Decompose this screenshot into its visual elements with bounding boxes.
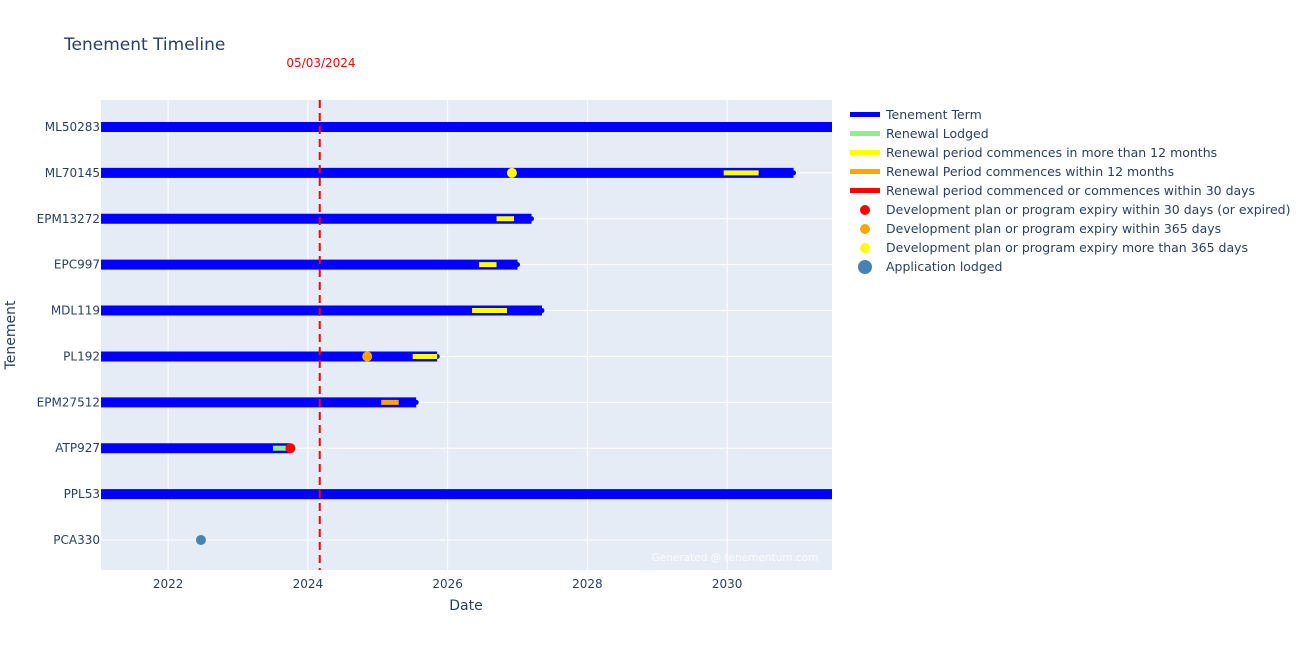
legend-swatch [850,169,880,174]
x-tick-label: 2022 [153,577,184,591]
legend-item[interactable]: Application lodged [850,257,1291,276]
legend-label: Development plan or program expiry withi… [886,221,1222,236]
legend-label: Renewal period commenced or commences wi… [886,183,1256,198]
x-tick-label: 2030 [712,577,743,591]
legend-symbol [850,124,880,143]
legend-symbol [850,257,880,276]
legend-swatch [850,188,880,193]
reference-date-label: 05/03/2024 [286,56,355,70]
legend-item[interactable]: Development plan or program expiry withi… [850,219,1291,238]
legend-swatch [858,259,872,274]
y-axis-label: Tenement [3,300,19,370]
legend-swatch [860,242,870,253]
y-tick-label: PCA330 [53,533,100,547]
dev-plan-point-atp927 [285,443,296,454]
legend-label: Renewal Period commences within 12 month… [886,164,1175,179]
chart-legend: Tenement Term Renewal Lodged Renewal perio… [850,105,1291,276]
y-tick-label: EPC997 [54,258,100,272]
legend-label: Application lodged [886,259,1003,274]
legend-label: Development plan or program expiry more … [886,240,1249,255]
legend-swatch [860,204,870,215]
y-tick-label: ATP927 [55,441,100,455]
legend-symbol [850,200,880,219]
term-end-mdl119 [539,308,545,314]
legend-item[interactable]: Development plan or program expiry more … [850,238,1291,257]
x-tick-label: 2024 [293,577,324,591]
chart-title: Tenement Timeline [63,35,225,55]
legend-symbol [850,181,880,200]
legend-symbol [850,219,880,238]
legend-item[interactable]: Renewal Lodged [850,124,1291,143]
legend-symbol [850,105,880,124]
x-axis-label: Date [449,598,482,614]
legend-symbol [850,162,880,181]
dev-plan-point-ml70145 [506,167,517,178]
legend-label: Development plan or program expiry withi… [886,202,1291,217]
legend-item[interactable]: Renewal period commences in more than 12… [850,143,1291,162]
dev-plan-point-pl192 [362,351,373,362]
y-tick-label: MDL119 [51,304,100,318]
legend-label: Renewal period commences in more than 12… [886,145,1218,160]
legend-symbol [850,238,880,257]
legend-symbol [850,143,880,162]
legend-swatch [860,223,870,234]
term-end-epc997 [515,262,521,268]
y-tick-label: ML50283 [45,120,100,134]
legend-item[interactable]: Development plan or program expiry withi… [850,200,1291,219]
legend-item[interactable]: Renewal period commenced or commences wi… [850,181,1291,200]
y-tick-labels: ML50283 ML70145 EPM13272 EPC997 MDL119 PL192 E… [37,120,100,547]
term-end-epm13272 [528,216,534,222]
legend-swatch [850,112,880,117]
y-tick-label: EPM13272 [37,212,100,226]
watermark: Generated @ tenementum.com [652,552,819,564]
x-tick-labels: 2022 2024 2026 2028 2030 [153,577,743,591]
legend-item[interactable]: Renewal Period commences within 12 month… [850,162,1291,181]
x-tick-label: 2028 [572,577,603,591]
legend-item[interactable]: Tenement Term [850,105,1291,124]
y-tick-label: EPM27512 [37,395,100,409]
y-tick-label: ML70145 [45,166,100,180]
term-end-ml70145 [791,170,797,176]
term-end-epm27512 [413,399,419,405]
y-tick-label: PPL53 [64,487,100,501]
legend-swatch [850,150,880,155]
legend-label: Renewal Lodged [886,126,989,141]
legend-label: Tenement Term [886,107,982,122]
legend-swatch [850,131,880,136]
y-tick-label: PL192 [63,349,100,363]
chart-marks [101,122,832,545]
x-tick-label: 2026 [432,577,463,591]
application-point-pca330 [195,535,206,545]
